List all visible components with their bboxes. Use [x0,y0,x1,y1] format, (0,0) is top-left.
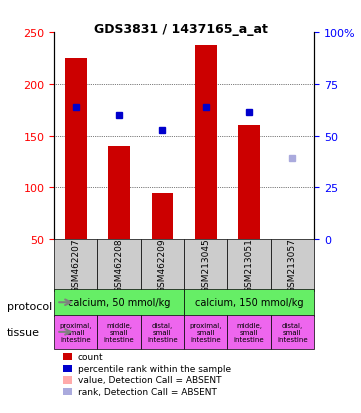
FancyBboxPatch shape [54,289,184,316]
Bar [108,147,130,240]
FancyBboxPatch shape [141,315,184,349]
FancyBboxPatch shape [141,240,184,291]
Text: calcium, 150 mmol/kg: calcium, 150 mmol/kg [195,297,303,308]
FancyBboxPatch shape [97,240,141,291]
Text: GSM213057: GSM213057 [288,238,297,293]
FancyBboxPatch shape [227,315,271,349]
Text: middle,
small
intestine: middle, small intestine [234,322,264,342]
Text: GDS3831 / 1437165_a_at: GDS3831 / 1437165_a_at [93,23,268,36]
Text: protocol: protocol [7,301,52,311]
Text: percentile rank within the sample: percentile rank within the sample [78,364,231,373]
Text: GSM213051: GSM213051 [245,238,253,293]
Text: GSM462208: GSM462208 [115,238,123,292]
Text: GSM462209: GSM462209 [158,238,167,292]
Text: count: count [78,352,103,361]
Bar [152,193,173,240]
FancyBboxPatch shape [184,240,227,291]
Text: GSM462207: GSM462207 [71,238,80,292]
Text: calcium, 50 mmol/kg: calcium, 50 mmol/kg [68,297,170,308]
FancyBboxPatch shape [227,240,271,291]
Text: GSM213045: GSM213045 [201,238,210,293]
Text: middle,
small
intestine: middle, small intestine [104,322,134,342]
Bar [238,126,260,240]
Text: distal,
small
intestine: distal, small intestine [147,322,178,342]
FancyBboxPatch shape [271,240,314,291]
Text: proximal,
small
intestine: proximal, small intestine [60,322,92,342]
FancyBboxPatch shape [54,240,97,291]
Text: distal,
small
intestine: distal, small intestine [277,322,308,342]
FancyBboxPatch shape [184,289,314,316]
FancyBboxPatch shape [97,315,141,349]
Text: value, Detection Call = ABSENT: value, Detection Call = ABSENT [78,375,221,385]
Text: proximal,
small
intestine: proximal, small intestine [190,322,222,342]
FancyBboxPatch shape [184,315,227,349]
Text: tissue: tissue [7,327,40,337]
FancyBboxPatch shape [54,315,97,349]
FancyBboxPatch shape [271,315,314,349]
Bar [65,59,87,240]
Bar [195,45,217,240]
Text: rank, Detection Call = ABSENT: rank, Detection Call = ABSENT [78,387,217,396]
